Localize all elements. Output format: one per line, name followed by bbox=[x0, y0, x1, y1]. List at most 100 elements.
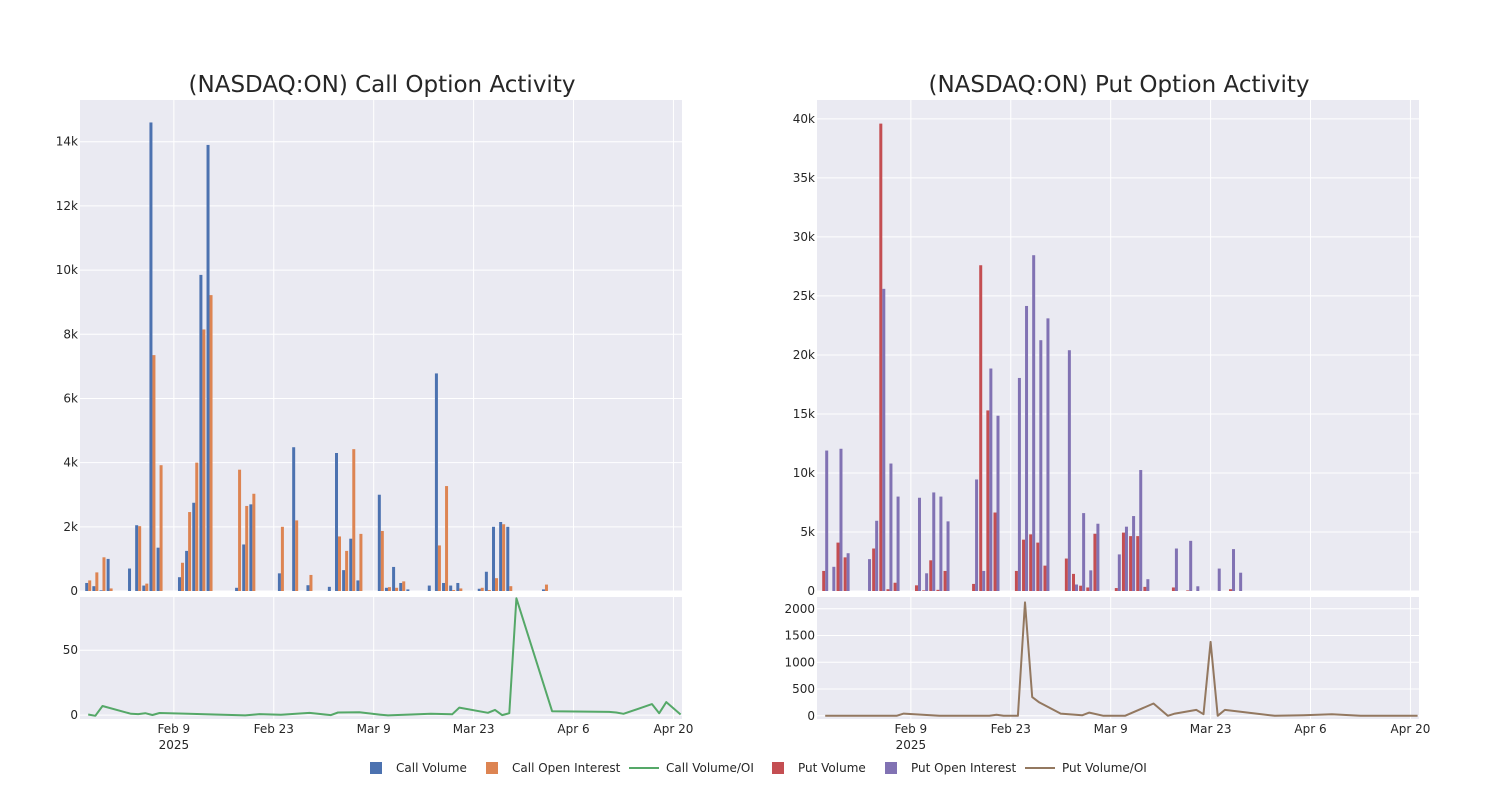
put-open-interest-bar bbox=[839, 448, 843, 591]
call-open-interest-bar bbox=[380, 530, 384, 591]
call-open-interest-bar bbox=[238, 469, 242, 591]
put-open-interest-bar bbox=[982, 570, 986, 591]
put-volume-bar bbox=[1229, 589, 1233, 591]
put-volume-bar bbox=[822, 570, 826, 591]
call-volume-bar bbox=[306, 585, 310, 591]
put-open-interest-bar bbox=[832, 566, 836, 591]
put-volume-bar bbox=[936, 589, 940, 591]
call-open-interest-bar bbox=[359, 533, 363, 591]
call-volume-bar bbox=[342, 570, 346, 591]
put-ratio-tick-label: 0 bbox=[807, 709, 815, 723]
call-open-interest-bar bbox=[245, 505, 249, 591]
put-volume-bar bbox=[1014, 570, 1018, 591]
call-volume-bar bbox=[327, 586, 331, 591]
put-open-interest-bar bbox=[939, 496, 943, 591]
call-x-tick-label: Apr 6 bbox=[557, 722, 589, 736]
put-open-interest-bar bbox=[1096, 523, 1100, 591]
call-open-interest-bar bbox=[95, 572, 99, 591]
call-volume-bar bbox=[356, 580, 360, 591]
put-ratio-panel bbox=[817, 597, 1419, 719]
legend-label: Put Volume/OI bbox=[1062, 761, 1147, 775]
put-volume-bar bbox=[1129, 536, 1133, 591]
put-open-interest-bar bbox=[1025, 305, 1029, 591]
put-y-tick-label: 5k bbox=[800, 525, 815, 539]
legend-item: Put Volume bbox=[772, 761, 866, 775]
call-volume-bar bbox=[199, 274, 203, 591]
call-volume-bar bbox=[235, 587, 239, 591]
put-open-interest-bar bbox=[825, 450, 829, 591]
call-y-tick-label: 4k bbox=[63, 456, 78, 470]
call-open-interest-bar bbox=[544, 584, 548, 591]
call-open-interest-bar bbox=[309, 574, 313, 591]
call-y-tick-label: 6k bbox=[63, 391, 78, 405]
call-volume-bar bbox=[434, 373, 438, 591]
call-x-tick-label: Feb 9 bbox=[157, 722, 190, 736]
call-volume-bar bbox=[192, 502, 196, 591]
call-volume-bar bbox=[392, 566, 396, 591]
put-volume-bar bbox=[893, 582, 897, 591]
call-open-interest-bar bbox=[109, 588, 113, 591]
call-open-interest-bar bbox=[352, 449, 356, 591]
put-y-tick-label: 30k bbox=[793, 230, 815, 244]
put-volume-bar bbox=[872, 548, 876, 591]
call-open-interest-bar bbox=[88, 580, 92, 591]
put-volume-bar bbox=[886, 589, 890, 591]
put-open-interest-bar bbox=[868, 559, 872, 591]
legend: Call Volume Call Open Interest Call Volume… bbox=[370, 761, 1147, 775]
put-ratio-line bbox=[825, 601, 1418, 717]
put-volume-bar bbox=[1022, 539, 1026, 591]
put-volume-bar bbox=[914, 585, 918, 591]
call-volume-bar bbox=[177, 577, 181, 591]
put-open-interest-bar bbox=[1082, 513, 1086, 591]
put-open-interest-bar bbox=[989, 368, 993, 591]
legend-label: Put Volume bbox=[798, 761, 866, 775]
call-y-tick-label: 2k bbox=[63, 520, 78, 534]
put-ratio-tick-label: 2000 bbox=[784, 602, 815, 616]
call-volume-bar bbox=[349, 538, 353, 591]
put-open-interest-bar bbox=[975, 479, 979, 591]
call-y-tick-label: 14k bbox=[56, 135, 78, 149]
call-volume-bar bbox=[399, 582, 403, 591]
call-volume-bar bbox=[185, 550, 189, 591]
call-volume-bar bbox=[377, 494, 381, 591]
put-x-tick-label: Mar 23 bbox=[1190, 722, 1232, 736]
legend-label: Call Volume bbox=[396, 761, 467, 775]
put-option-chart: (NASDAQ:ON) Put Option Activity Feb 9 202… bbox=[784, 72, 1430, 752]
put-open-interest-bar bbox=[1239, 572, 1243, 591]
call-open-interest-bar bbox=[487, 590, 491, 591]
put-ratio-tick-label: 1000 bbox=[784, 655, 815, 669]
legend-swatch bbox=[885, 762, 897, 774]
call-ratio-line bbox=[88, 597, 682, 717]
put-open-interest-bar bbox=[925, 573, 929, 591]
call-open-interest-bar bbox=[159, 465, 163, 591]
call-volume-bar bbox=[406, 589, 410, 591]
put-x-tick-label: Apr 20 bbox=[1391, 722, 1431, 736]
legend-swatch bbox=[486, 762, 498, 774]
legend-item: Call Open Interest bbox=[486, 761, 621, 775]
put-open-interest-bar bbox=[1132, 516, 1136, 591]
put-open-interest-bar bbox=[946, 521, 950, 591]
call-open-interest-bar bbox=[387, 587, 391, 591]
call-volume-bar bbox=[249, 504, 253, 591]
put-open-interest-bar bbox=[932, 492, 936, 591]
put-open-interest-bar bbox=[1139, 470, 1143, 591]
call-volume-bar bbox=[384, 587, 388, 591]
put-open-interest-bar bbox=[1017, 377, 1021, 591]
put-volume-bar bbox=[1121, 532, 1125, 591]
put-volume-bar bbox=[1136, 536, 1140, 591]
put-open-interest-bar bbox=[1032, 255, 1036, 591]
call-open-interest-bar bbox=[402, 581, 406, 591]
call-volume-bar bbox=[492, 526, 496, 591]
put-volume-bar bbox=[1029, 534, 1033, 591]
put-volume-bar bbox=[1036, 542, 1040, 591]
legend-item: Call Volume bbox=[370, 761, 467, 775]
call-volume-bar bbox=[206, 144, 210, 591]
put-x-tick-label: 2025 bbox=[896, 738, 927, 752]
put-open-interest-bar bbox=[1196, 586, 1200, 591]
put-y-tick-label: 35k bbox=[793, 171, 815, 185]
call-x-tick-label: Mar 23 bbox=[453, 722, 495, 736]
put-volume-bar bbox=[993, 512, 997, 591]
call-volume-bar bbox=[506, 526, 510, 591]
call-open-interest-bar bbox=[495, 578, 499, 591]
call-volume-bar bbox=[277, 573, 281, 591]
